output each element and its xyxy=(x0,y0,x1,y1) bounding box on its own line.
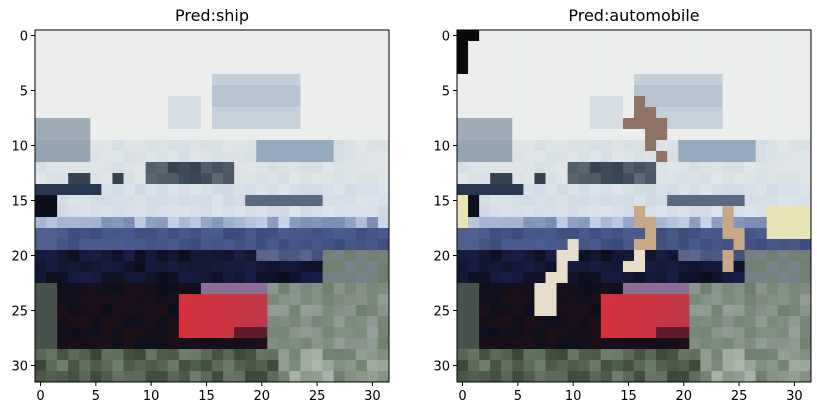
x-tick-label: 10 xyxy=(565,389,582,404)
y-tick-label: 15 xyxy=(11,195,28,210)
panel-title: Pred:ship xyxy=(175,6,249,25)
x-tick-label: 5 xyxy=(92,389,100,404)
panel-right: Pred:automobile 0 5 10 15 20 25 30 0 5 10 15 20 25 3… xyxy=(433,6,812,404)
x-tick-label: 25 xyxy=(309,389,326,404)
pixel-image-original xyxy=(35,30,390,383)
x-axis-ticks: 0 5 10 15 20 25 30 xyxy=(458,382,803,404)
y-tick-label: 25 xyxy=(433,305,450,320)
y-tick-label: 0 xyxy=(442,30,450,45)
x-tick-label: 15 xyxy=(198,389,215,404)
x-axis-ticks: 0 5 10 15 20 25 30 xyxy=(36,382,381,404)
x-tick-label: 0 xyxy=(36,389,44,404)
y-tick-label: 25 xyxy=(11,305,28,320)
x-tick-label: 0 xyxy=(458,389,466,404)
panel-title: Pred:automobile xyxy=(568,6,699,25)
y-tick-label: 10 xyxy=(433,140,450,155)
y-tick-label: 10 xyxy=(11,140,28,155)
y-tick-label: 20 xyxy=(11,250,28,265)
image-frame xyxy=(34,29,390,383)
y-tick-label: 30 xyxy=(11,360,28,375)
y-axis-ticks: 0 5 10 15 20 25 30 xyxy=(11,30,35,375)
y-tick-label: 15 xyxy=(433,195,450,210)
image-frame xyxy=(456,29,812,383)
x-tick-label: 20 xyxy=(254,389,271,404)
y-tick-label: 30 xyxy=(433,360,450,375)
y-axis-ticks: 0 5 10 15 20 25 30 xyxy=(433,30,457,375)
panel-left: Pred:ship 0 5 10 15 20 25 30 0 5 10 15 20 25 30 xyxy=(11,6,390,404)
x-tick-label: 30 xyxy=(364,389,381,404)
y-tick-label: 5 xyxy=(442,85,450,100)
x-tick-label: 20 xyxy=(676,389,693,404)
x-tick-label: 30 xyxy=(786,389,803,404)
y-tick-label: 5 xyxy=(20,85,28,100)
x-tick-label: 15 xyxy=(620,389,637,404)
y-tick-label: 0 xyxy=(20,30,28,45)
x-tick-label: 25 xyxy=(731,389,748,404)
x-tick-label: 5 xyxy=(514,389,522,404)
y-tick-label: 20 xyxy=(433,250,450,265)
x-tick-label: 10 xyxy=(143,389,160,404)
pixel-image-perturbed xyxy=(457,30,812,383)
